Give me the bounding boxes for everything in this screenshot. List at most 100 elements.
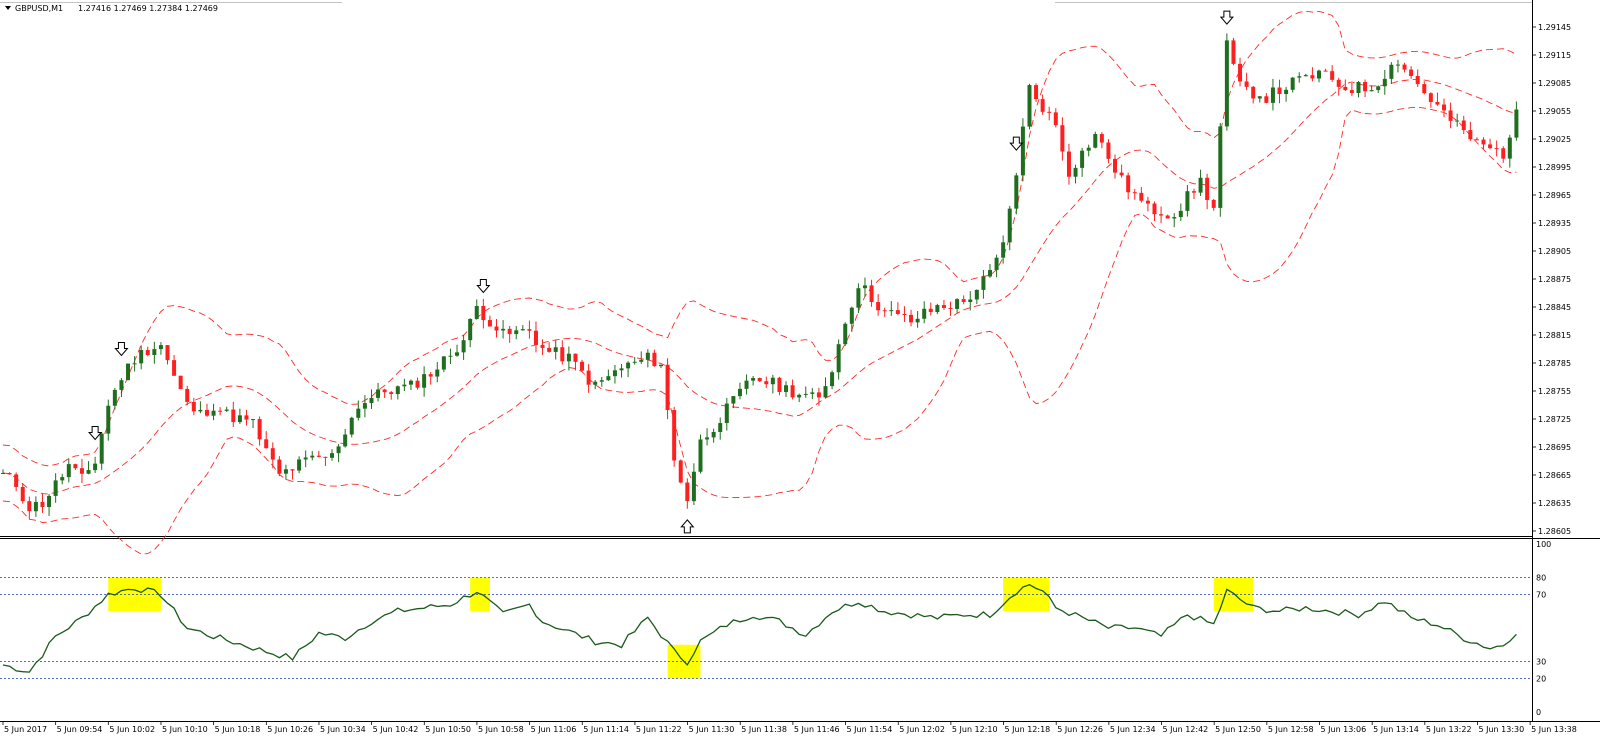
- candle: [1251, 85, 1256, 104]
- candle: [698, 434, 703, 474]
- candle: [1159, 206, 1164, 224]
- candle: [533, 321, 538, 353]
- candle: [1185, 185, 1190, 217]
- candle: [882, 307, 887, 317]
- candle: [830, 370, 835, 390]
- candle: [1389, 62, 1394, 84]
- candle: [145, 346, 150, 357]
- candle: [487, 315, 492, 327]
- arrow-down-icon: [88, 425, 103, 441]
- arrow-down-icon: [114, 341, 129, 357]
- candle: [501, 320, 506, 339]
- symbol-label: GBPUSD,M1: [15, 4, 63, 13]
- indicator-axis-label: 30: [1536, 658, 1546, 667]
- candle: [724, 397, 729, 431]
- candlestick-series: [1, 33, 1519, 520]
- candle: [60, 473, 65, 485]
- candle: [685, 478, 690, 509]
- time-axis-label: 5 Jun 10:50: [425, 725, 471, 734]
- candle: [1330, 65, 1335, 82]
- time-axis-label: 5 Jun 13:38: [1531, 725, 1577, 734]
- candle: [856, 283, 861, 314]
- arrow-down-icon: [1009, 136, 1024, 151]
- candle: [619, 363, 624, 378]
- price-pane[interactable]: [1, 10, 1519, 555]
- chevron-down-icon[interactable]: [5, 6, 11, 10]
- candle: [948, 301, 953, 316]
- candle: [816, 387, 821, 406]
- candle: [593, 379, 598, 390]
- candle: [139, 345, 144, 370]
- oscillator-line: [2, 583, 1517, 673]
- candle: [678, 459, 683, 484]
- candle: [303, 450, 308, 468]
- candle: [481, 298, 486, 329]
- time-axis-label: 5 Jun 10:34: [320, 725, 366, 734]
- candle: [1382, 69, 1387, 95]
- oscillator-pane[interactable]: [0, 577, 1532, 679]
- candle: [902, 306, 907, 322]
- time-axis-label: 5 Jun 13:06: [1321, 725, 1367, 734]
- candle: [362, 395, 367, 418]
- candle: [86, 461, 91, 475]
- time-axis-label: 5 Jun 12:18: [1005, 725, 1051, 734]
- candle: [757, 377, 762, 382]
- time-axis-label: 5 Jun 2017: [4, 725, 47, 734]
- candle: [862, 277, 867, 297]
- candle: [1244, 72, 1249, 91]
- candle: [330, 449, 334, 461]
- candle: [1448, 102, 1453, 129]
- candle: [1395, 59, 1400, 73]
- candle: [158, 342, 163, 355]
- candle: [573, 353, 578, 371]
- candle: [395, 385, 400, 400]
- candle: [231, 401, 236, 428]
- candle: [1178, 203, 1183, 222]
- indicator-axis-label: 70: [1536, 590, 1546, 599]
- candle: [790, 379, 795, 400]
- candle: [1402, 62, 1407, 73]
- candle: [520, 325, 525, 331]
- candle: [455, 344, 460, 357]
- band-middle: [2, 78, 1517, 495]
- candle: [580, 359, 585, 373]
- candle: [1474, 137, 1479, 141]
- time-axis-label: 5 Jun 11:22: [636, 725, 682, 734]
- candle: [369, 389, 374, 409]
- candle: [1369, 85, 1374, 92]
- signal-arrows: [88, 10, 1234, 534]
- candle: [1317, 69, 1321, 83]
- candle: [376, 382, 381, 402]
- candle: [1014, 172, 1019, 215]
- candle: [283, 464, 288, 480]
- candle: [66, 458, 71, 483]
- candle: [988, 263, 992, 278]
- candle: [1066, 143, 1071, 185]
- price-axis-label: 1.28845: [1538, 303, 1571, 312]
- price-axis-label: 1.29055: [1538, 107, 1571, 116]
- candle: [40, 493, 45, 513]
- candle: [1152, 201, 1157, 222]
- candle: [1409, 66, 1414, 79]
- candle: [1007, 205, 1012, 251]
- candle: [1310, 67, 1315, 82]
- candle: [1257, 96, 1262, 103]
- candle: [1323, 68, 1328, 72]
- candle: [606, 369, 611, 381]
- candle: [1277, 79, 1282, 104]
- time-axis-label: 5 Jun 12:42: [1163, 725, 1209, 734]
- candle: [784, 381, 789, 397]
- candle: [1422, 81, 1427, 95]
- candle: [198, 401, 203, 414]
- candle: [731, 395, 736, 409]
- candle: [277, 456, 282, 477]
- candle: [632, 357, 637, 365]
- candle: [1224, 33, 1229, 131]
- candle: [33, 496, 38, 517]
- candle: [1119, 164, 1124, 178]
- candle: [316, 450, 321, 458]
- candle: [612, 364, 617, 384]
- time-axis-label: 5 Jun 10:26: [267, 725, 313, 734]
- candle: [349, 416, 354, 438]
